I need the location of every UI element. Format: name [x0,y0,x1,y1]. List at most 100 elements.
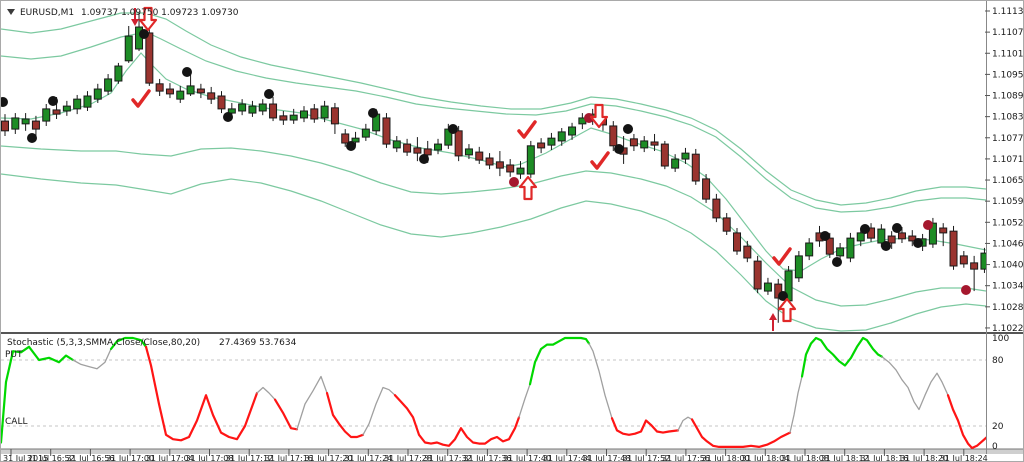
price-tick-label: 1.10650 [992,176,1024,186]
candle-body [846,237,855,259]
candle-body [908,235,917,242]
candle-body [104,78,113,92]
candle-body [980,252,986,270]
candle-body [454,130,463,157]
candle-body [763,282,772,292]
dot-signal-black [448,124,458,134]
stoch-line-segment-gray [588,342,613,419]
candle-body [145,32,154,84]
time-tick-label: 31 Jul 18:04 [741,454,789,462]
price-tick-label: 1.11075 [992,28,1024,38]
candle-body [702,178,711,200]
stoch-scale-label: 0 [992,442,998,452]
candle-body [495,161,504,169]
candle-body [526,145,535,175]
candle-body [557,131,566,142]
price-tick-label: 1.11135 [992,7,1024,17]
candle-body [403,143,412,153]
candle-body [21,118,30,125]
candle-body [289,114,298,121]
stoch-scale-label: 20 [992,422,1004,432]
candle-body [42,108,51,122]
time-tick-label: 31 Jul 18:16 [860,454,908,462]
candle-body [11,117,20,130]
candle-body [238,103,247,112]
price-tick-label: 1.11015 [992,49,1024,59]
candle-body [547,137,556,146]
candle-body [227,108,236,114]
price-tick-label: 1.10590 [992,197,1024,207]
check-marker-icon [772,247,792,266]
stoch-line-segment-green [800,336,884,378]
price-tick-label: 1.10525 [992,218,1024,228]
candle-body [124,35,133,62]
candle-body [269,103,278,119]
candle-body [83,95,92,108]
dot-signal-black [623,124,633,134]
stoch-line-segment-gray [256,386,276,401]
stoch-line-segment-gray [881,356,949,411]
dot-signal-black [881,241,891,251]
candle-body [640,140,649,149]
dot-signal-red [923,220,933,230]
candle-body [73,98,82,110]
candle-body [629,138,638,147]
time-tick-label: 31 Jul 17:36 [463,454,511,462]
candle-body [691,153,700,182]
dot-signal-black [368,108,378,118]
dot-signal-red [961,285,971,295]
candle-body [320,105,329,119]
dot-signal-black [264,89,274,99]
time-tick-label: 31 Jul 17:44 [543,454,591,462]
check-marker-icon [131,89,151,108]
stochastic-values: 27.4369 53.7634 [219,338,297,348]
block-down-arrow-icon [589,103,609,129]
time-tick-label: 31 Jul 18:08 [781,454,829,462]
candle-body [93,88,102,100]
band-line-lower_inner [1,145,986,307]
stoch-line-segment-gray [518,383,531,418]
candle-body [650,141,659,146]
stoch-line-segment-gray [362,386,396,436]
time-tick-label: 31 Jul 17:32 [424,454,472,462]
candle-body [753,260,762,290]
candle-body [1,120,9,132]
check-marker-icon [517,120,537,139]
price-tick-label: 1.10830 [992,113,1024,123]
candle-body [516,167,525,175]
dot-signal-black [913,238,923,248]
candle-body [475,151,484,161]
dot-signal-black [1,97,8,107]
candle-body [248,105,257,114]
put-level-label: PUT [5,350,23,360]
candle-body [877,228,886,244]
time-tick-label: 31 Jul 17:24 [344,454,392,462]
candle-body [31,120,40,130]
candle-body [464,148,473,156]
call-level-label: CALL [5,417,27,427]
candle-body [660,143,669,167]
dot-signal-red [509,177,519,187]
candle-body [722,217,731,232]
candle-body [825,237,834,255]
price-tick-label: 1.10710 [992,155,1024,165]
candle-body [805,242,814,257]
dot-signal-black [48,96,58,106]
time-tick-label: 31 Jul 17:16 [265,454,313,462]
time-tick-label: 31 Jul 17:04 [146,454,194,462]
stoch-line-segment-gray [677,416,693,432]
stoch-scale-label: 100 [992,334,1009,344]
time-tick-label: 31 Jul 18:24 [940,454,988,462]
stoch-scale-label: 80 [992,356,1004,366]
time-tick-label: 31 Jul 17:56 [662,454,710,462]
dot-signal-black [778,291,788,301]
candle-body [537,142,546,149]
candle-body [52,109,61,115]
dot-signal-black [820,231,830,241]
band-line-lower_outer [1,173,986,332]
candle-body [423,148,432,156]
block-up-arrow-icon [777,297,797,323]
symbol-title: EURUSD,M1 [20,8,74,18]
candle-body [382,117,391,145]
